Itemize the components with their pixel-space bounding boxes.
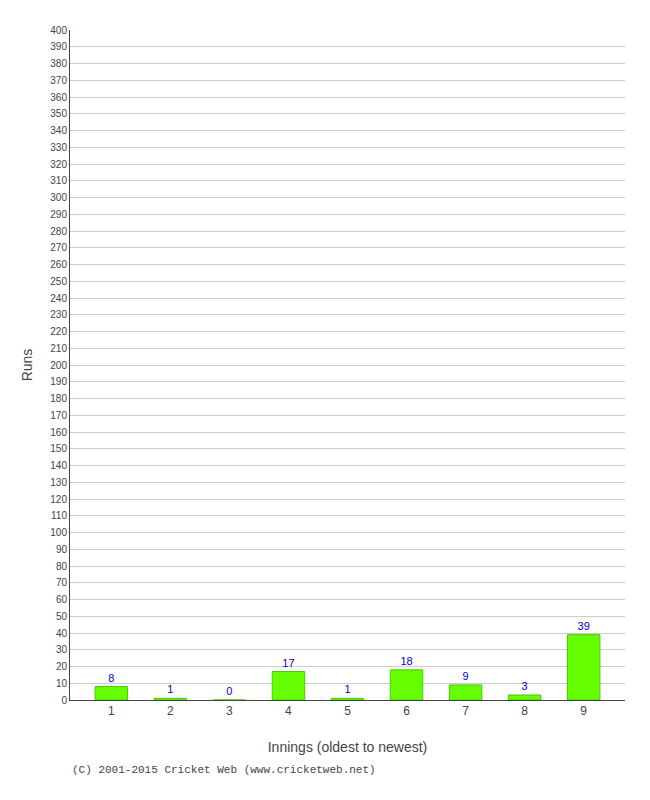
svg-text:1: 1 bbox=[108, 704, 115, 718]
svg-text:390: 390 bbox=[50, 41, 67, 52]
svg-text:160: 160 bbox=[50, 427, 67, 438]
svg-text:150: 150 bbox=[50, 443, 67, 454]
svg-text:400: 400 bbox=[50, 25, 67, 36]
svg-text:240: 240 bbox=[50, 293, 67, 304]
svg-text:190: 190 bbox=[50, 376, 67, 387]
svg-text:350: 350 bbox=[50, 108, 67, 119]
svg-text:0: 0 bbox=[61, 695, 67, 706]
svg-text:3: 3 bbox=[522, 680, 528, 692]
svg-text:39: 39 bbox=[578, 620, 590, 632]
svg-text:220: 220 bbox=[50, 326, 67, 337]
svg-text:10: 10 bbox=[56, 678, 68, 689]
svg-text:290: 290 bbox=[50, 209, 67, 220]
svg-text:18: 18 bbox=[400, 655, 412, 667]
svg-text:40: 40 bbox=[56, 628, 68, 639]
svg-text:60: 60 bbox=[56, 594, 68, 605]
svg-text:170: 170 bbox=[50, 410, 67, 421]
svg-text:280: 280 bbox=[50, 226, 67, 237]
svg-text:1: 1 bbox=[344, 683, 350, 695]
svg-text:330: 330 bbox=[50, 142, 67, 153]
svg-text:70: 70 bbox=[56, 577, 68, 588]
svg-text:260: 260 bbox=[50, 259, 67, 270]
svg-text:Runs: Runs bbox=[19, 349, 35, 382]
svg-text:120: 120 bbox=[50, 494, 67, 505]
svg-text:270: 270 bbox=[50, 242, 67, 253]
svg-text:(C) 2001-2015 Cricket Web (www: (C) 2001-2015 Cricket Web (www.cricketwe… bbox=[72, 764, 376, 776]
svg-text:0: 0 bbox=[226, 685, 232, 697]
svg-text:110: 110 bbox=[51, 510, 67, 521]
svg-text:340: 340 bbox=[50, 125, 67, 136]
svg-text:8: 8 bbox=[108, 672, 114, 684]
svg-text:210: 210 bbox=[50, 343, 67, 354]
svg-text:370: 370 bbox=[50, 75, 67, 86]
svg-text:3: 3 bbox=[226, 704, 233, 718]
svg-text:30: 30 bbox=[56, 644, 68, 655]
svg-text:80: 80 bbox=[56, 561, 68, 572]
svg-text:8: 8 bbox=[521, 704, 528, 718]
svg-text:1: 1 bbox=[167, 683, 173, 695]
svg-text:9: 9 bbox=[463, 670, 469, 682]
svg-text:200: 200 bbox=[50, 360, 67, 371]
svg-text:180: 180 bbox=[50, 393, 67, 404]
svg-text:9: 9 bbox=[580, 704, 587, 718]
svg-text:50: 50 bbox=[56, 611, 68, 622]
svg-text:100: 100 bbox=[50, 527, 67, 538]
svg-text:300: 300 bbox=[50, 192, 67, 203]
svg-text:90: 90 bbox=[56, 544, 68, 555]
svg-text:310: 310 bbox=[50, 175, 67, 186]
svg-text:6: 6 bbox=[403, 704, 410, 718]
svg-text:230: 230 bbox=[50, 309, 67, 320]
svg-text:17: 17 bbox=[282, 657, 294, 669]
svg-text:7: 7 bbox=[462, 704, 469, 718]
svg-text:5: 5 bbox=[344, 704, 351, 718]
svg-text:4: 4 bbox=[285, 704, 292, 718]
svg-text:2: 2 bbox=[167, 704, 174, 718]
svg-text:360: 360 bbox=[50, 92, 67, 103]
svg-text:140: 140 bbox=[50, 460, 67, 471]
svg-text:380: 380 bbox=[50, 58, 67, 69]
svg-text:Innings (oldest to newest): Innings (oldest to newest) bbox=[268, 739, 428, 755]
svg-text:250: 250 bbox=[50, 276, 67, 287]
svg-text:130: 130 bbox=[50, 477, 67, 488]
svg-text:320: 320 bbox=[50, 159, 67, 170]
svg-text:20: 20 bbox=[56, 661, 68, 672]
